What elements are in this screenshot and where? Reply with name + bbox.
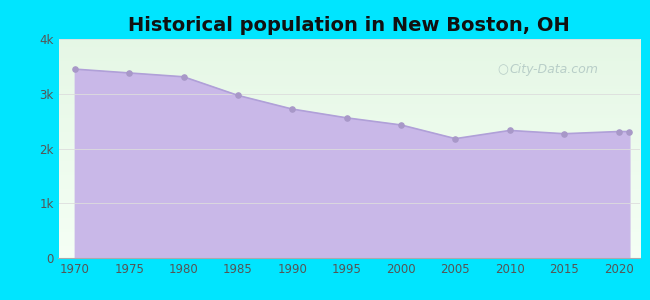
Point (233, 93, 243, 98)
Title: Historical population in New Boston, OH: Historical population in New Boston, OH (129, 16, 570, 35)
Point (70, 67, 80, 71)
Point (450, 136, 461, 141)
Point (396, 123, 406, 128)
Point (614, 129, 624, 134)
Point (624, 129, 634, 134)
Point (559, 131, 569, 136)
Point (504, 128, 515, 133)
Point (124, 70, 135, 75)
Text: City-Data.com: City-Data.com (510, 63, 598, 76)
Point (287, 107, 298, 112)
Point (341, 116, 352, 120)
Text: ○: ○ (498, 63, 508, 76)
Point (178, 74, 188, 79)
